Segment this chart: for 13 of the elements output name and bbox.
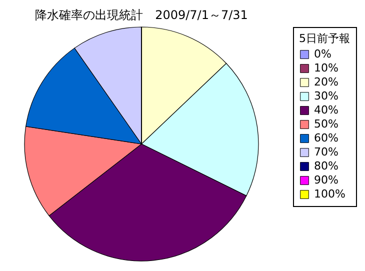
legend-label: 80% (314, 160, 338, 172)
legend-label: 10% (314, 62, 338, 74)
legend-label: 30% (314, 90, 338, 102)
legend-label: 100% (314, 188, 346, 200)
legend-label: 90% (314, 174, 338, 186)
legend-label: 70% (314, 146, 338, 158)
legend-label: 60% (314, 132, 338, 144)
legend-label: 20% (314, 76, 338, 88)
chart-title: 降水確率の出現統計 2009/7/1～7/31 (35, 8, 248, 22)
legend-label: 50% (314, 118, 338, 130)
legend-label: 0% (314, 48, 332, 60)
legend-label: 40% (314, 104, 338, 116)
legend-title: 5日前予報 (299, 32, 350, 45)
